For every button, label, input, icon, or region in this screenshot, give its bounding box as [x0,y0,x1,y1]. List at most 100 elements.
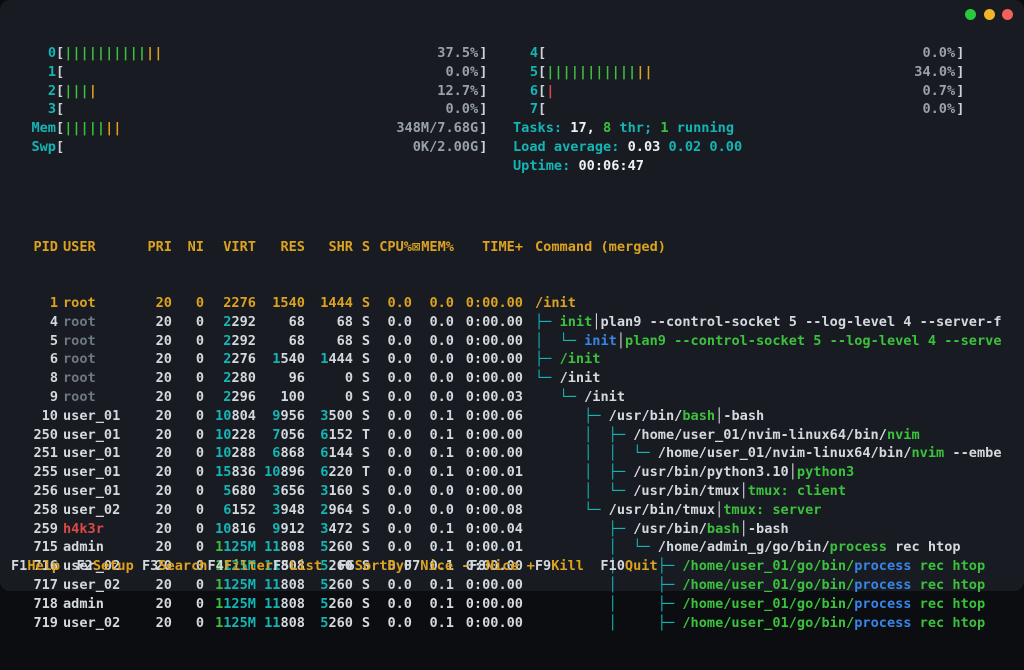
fkey-number: F6 [338,558,355,574]
column-header-cmd[interactable]: Command (merged) [535,238,666,255]
meter-track: |||| 12.7% [64,82,479,101]
fkey-f5[interactable]: F5List [273,558,338,574]
fkey-f10[interactable]: F10Quit [600,558,657,574]
cell-res: 3948 [272,501,305,518]
process-row[interactable]: 718 admin 20 0 1125M 11808 5260 S 0.0 0.1 0:00.00 … [0,595,1024,614]
process-row[interactable]: 715 admin 20 0 1125M 11808 5260 S 0.0 0.1 0:00.01 … [0,538,1024,557]
cell-shr: 5260 [320,595,353,612]
process-row[interactable]: 716 user_02 20 0 1125M 11808 5260 S 0.0 0.1 0:00.0… [0,557,1024,576]
cell-ni: 0 [195,332,204,349]
process-row[interactable]: 6 root 20 0 2276 1540 1444 S 0.0 0.0 0:00.00 ├─ /in… [0,350,1024,369]
process-row[interactable]: 4 root 20 0 2292 68 68 S 0.0 0.0 0:00.00 ├─ init│pl… [0,313,1024,332]
cell-virt: 15836 [215,464,256,481]
cell-command: │ └─ /home/admin_g/go/bin/process rec ht… [535,539,961,556]
process-row[interactable]: 8 root 20 0 2280 96 0 S 0.0 0.0 0:00.00 └─ /init [0,369,1024,388]
cell-command: │ ├─ /usr/bin/python3.10│python3 [535,464,855,481]
cell-mem-percent: 0.0 [429,294,454,311]
column-header-s[interactable]: S [361,238,370,255]
cell-ni: 0 [195,445,204,462]
cell-res: 9912 [272,520,305,537]
fkey-f2[interactable]: F2Setup [76,558,141,574]
cell-mem-percent: 0.0 [429,370,454,387]
cell-time: 0:00.00 [465,370,523,387]
cell-user: root [63,351,96,368]
cell-state: S [361,332,370,349]
column-header-pid[interactable]: PID [33,238,58,255]
cell-mem-percent: 0.1 [429,464,454,481]
window-control-red-icon[interactable] [1002,9,1013,20]
process-row[interactable]: 719 user_02 20 0 1125M 11808 5260 S 0.0 0.1 0:00.0… [0,614,1024,633]
cell-res: 96 [288,370,305,387]
column-header-mem[interactable]: MEM% [421,238,454,255]
column-header-sep[interactable]: ⊠ [412,238,420,255]
process-row[interactable]: 9 root 20 0 2296 100 0 S 0.0 0.0 0:00.03 └─ /init [0,388,1024,407]
cell-ni: 0 [195,595,204,612]
cell-separator [412,614,420,633]
fkey-number: F1 [11,558,28,574]
meter-value: 0.0% [445,101,479,118]
fkey-f4[interactable]: F4Filter [207,558,272,574]
cell-pri: 20 [155,294,172,311]
column-header-ni[interactable]: NI [187,238,204,255]
column-header-cpu[interactable]: CPU% [379,238,412,255]
fkey-f9[interactable]: F9Kill [535,558,600,574]
cell-pri: 20 [155,313,172,330]
cell-cpu-percent: 0.0 [387,595,412,612]
process-row[interactable]: 10 user_01 20 0 10804 9956 3500 S 0.0 0.1 0:00.06 … [0,407,1024,426]
process-row[interactable]: 717 user_02 20 0 1125M 11808 5260 S 0.0 0.1 0:00.0… [0,576,1024,595]
process-row[interactable]: 250 user_01 20 0 10228 7056 6152 T 0.0 0.1 0:00.00… [0,426,1024,445]
cell-virt: 1125M [215,539,256,556]
cell-virt: 2296 [223,388,256,405]
column-header-shr[interactable]: SHR [328,238,353,255]
column-header-user[interactable]: USER [63,238,96,255]
info-segment: running [668,120,735,137]
cell-ni: 0 [195,426,204,443]
cell-separator [412,369,420,388]
meter-cpu1: 1[0.0%] [31,63,488,82]
process-row[interactable]: 1 root 20 0 2276 1540 1444 S 0.0 0.0 0:00.00/init [0,294,1024,313]
fkey-label: Quit [624,558,658,574]
cell-time: 0:00.04 [465,520,523,537]
fkey-f1[interactable]: F1Help [11,558,76,574]
fkey-f8[interactable]: F8Nice + [469,558,534,574]
meter-label: 1 [47,63,56,80]
fkey-f3[interactable]: F3Search [142,558,207,574]
cell-separator [412,313,420,332]
fkey-f7[interactable]: F7Nice - [404,558,469,574]
cell-state: S [361,294,370,311]
cell-state: T [361,464,370,481]
cell-pri: 20 [155,370,172,387]
fkey-label: SortBy [354,558,404,574]
fkey-f6[interactable]: F6SortBy [338,558,403,574]
cell-time: 0:00.06 [465,407,523,424]
process-row[interactable]: 255 user_01 20 0 15836 10896 6220 T 0.0 0.1 0:00.0… [0,463,1024,482]
cell-mem-percent: 0.0 [429,501,454,518]
window-control-yellow-icon[interactable] [984,9,995,20]
cell-pid: 717 [33,576,58,593]
cell-user: user_02 [63,614,121,631]
cell-state: S [361,370,370,387]
cell-shr: 6220 [320,464,353,481]
cell-time: 0:00.00 [465,595,523,612]
process-row[interactable]: 258 user_02 20 0 6152 3948 2964 S 0.0 0.0 0:00.08 … [0,501,1024,520]
meter-track: | 0.7% [546,82,956,101]
process-row[interactable]: 256 user_01 20 0 5680 3656 3160 S 0.0 0.0 0:00.00 … [0,482,1024,501]
cell-pid: 258 [33,501,58,518]
cell-command: ├─ /init [535,351,601,368]
process-row[interactable]: 5 root 20 0 2292 68 68 S 0.0 0.0 0:00.00 │ └─ init│… [0,332,1024,351]
process-row[interactable]: 251 user_01 20 0 10288 6868 6144 S 0.0 0.1 0:00.00… [0,444,1024,463]
meter-value: 0.7% [922,82,956,99]
window-control-green-icon[interactable] [965,9,976,20]
meter-bars: || [105,120,122,137]
meter-bars: || [146,45,163,61]
column-header-pri[interactable]: PRI [147,238,172,255]
column-header-virt[interactable]: VIRT [223,238,256,255]
process-row[interactable]: 259 h4k3r 20 0 10816 9912 3472 S 0.0 0.1 0:00.04 ├… [0,520,1024,539]
cell-mem-percent: 0.1 [429,539,454,556]
cell-state: S [361,520,370,537]
meter-bracket-close: ] [479,138,488,155]
column-header-time[interactable]: TIME+ [482,238,523,255]
process-table: PID USER PRI NI VIRT RES SHR S CPU% ⊠ MEM% TIME+ Com… [0,200,1024,670]
cell-time: 0:00.08 [465,501,523,518]
column-header-res[interactable]: RES [280,238,305,255]
